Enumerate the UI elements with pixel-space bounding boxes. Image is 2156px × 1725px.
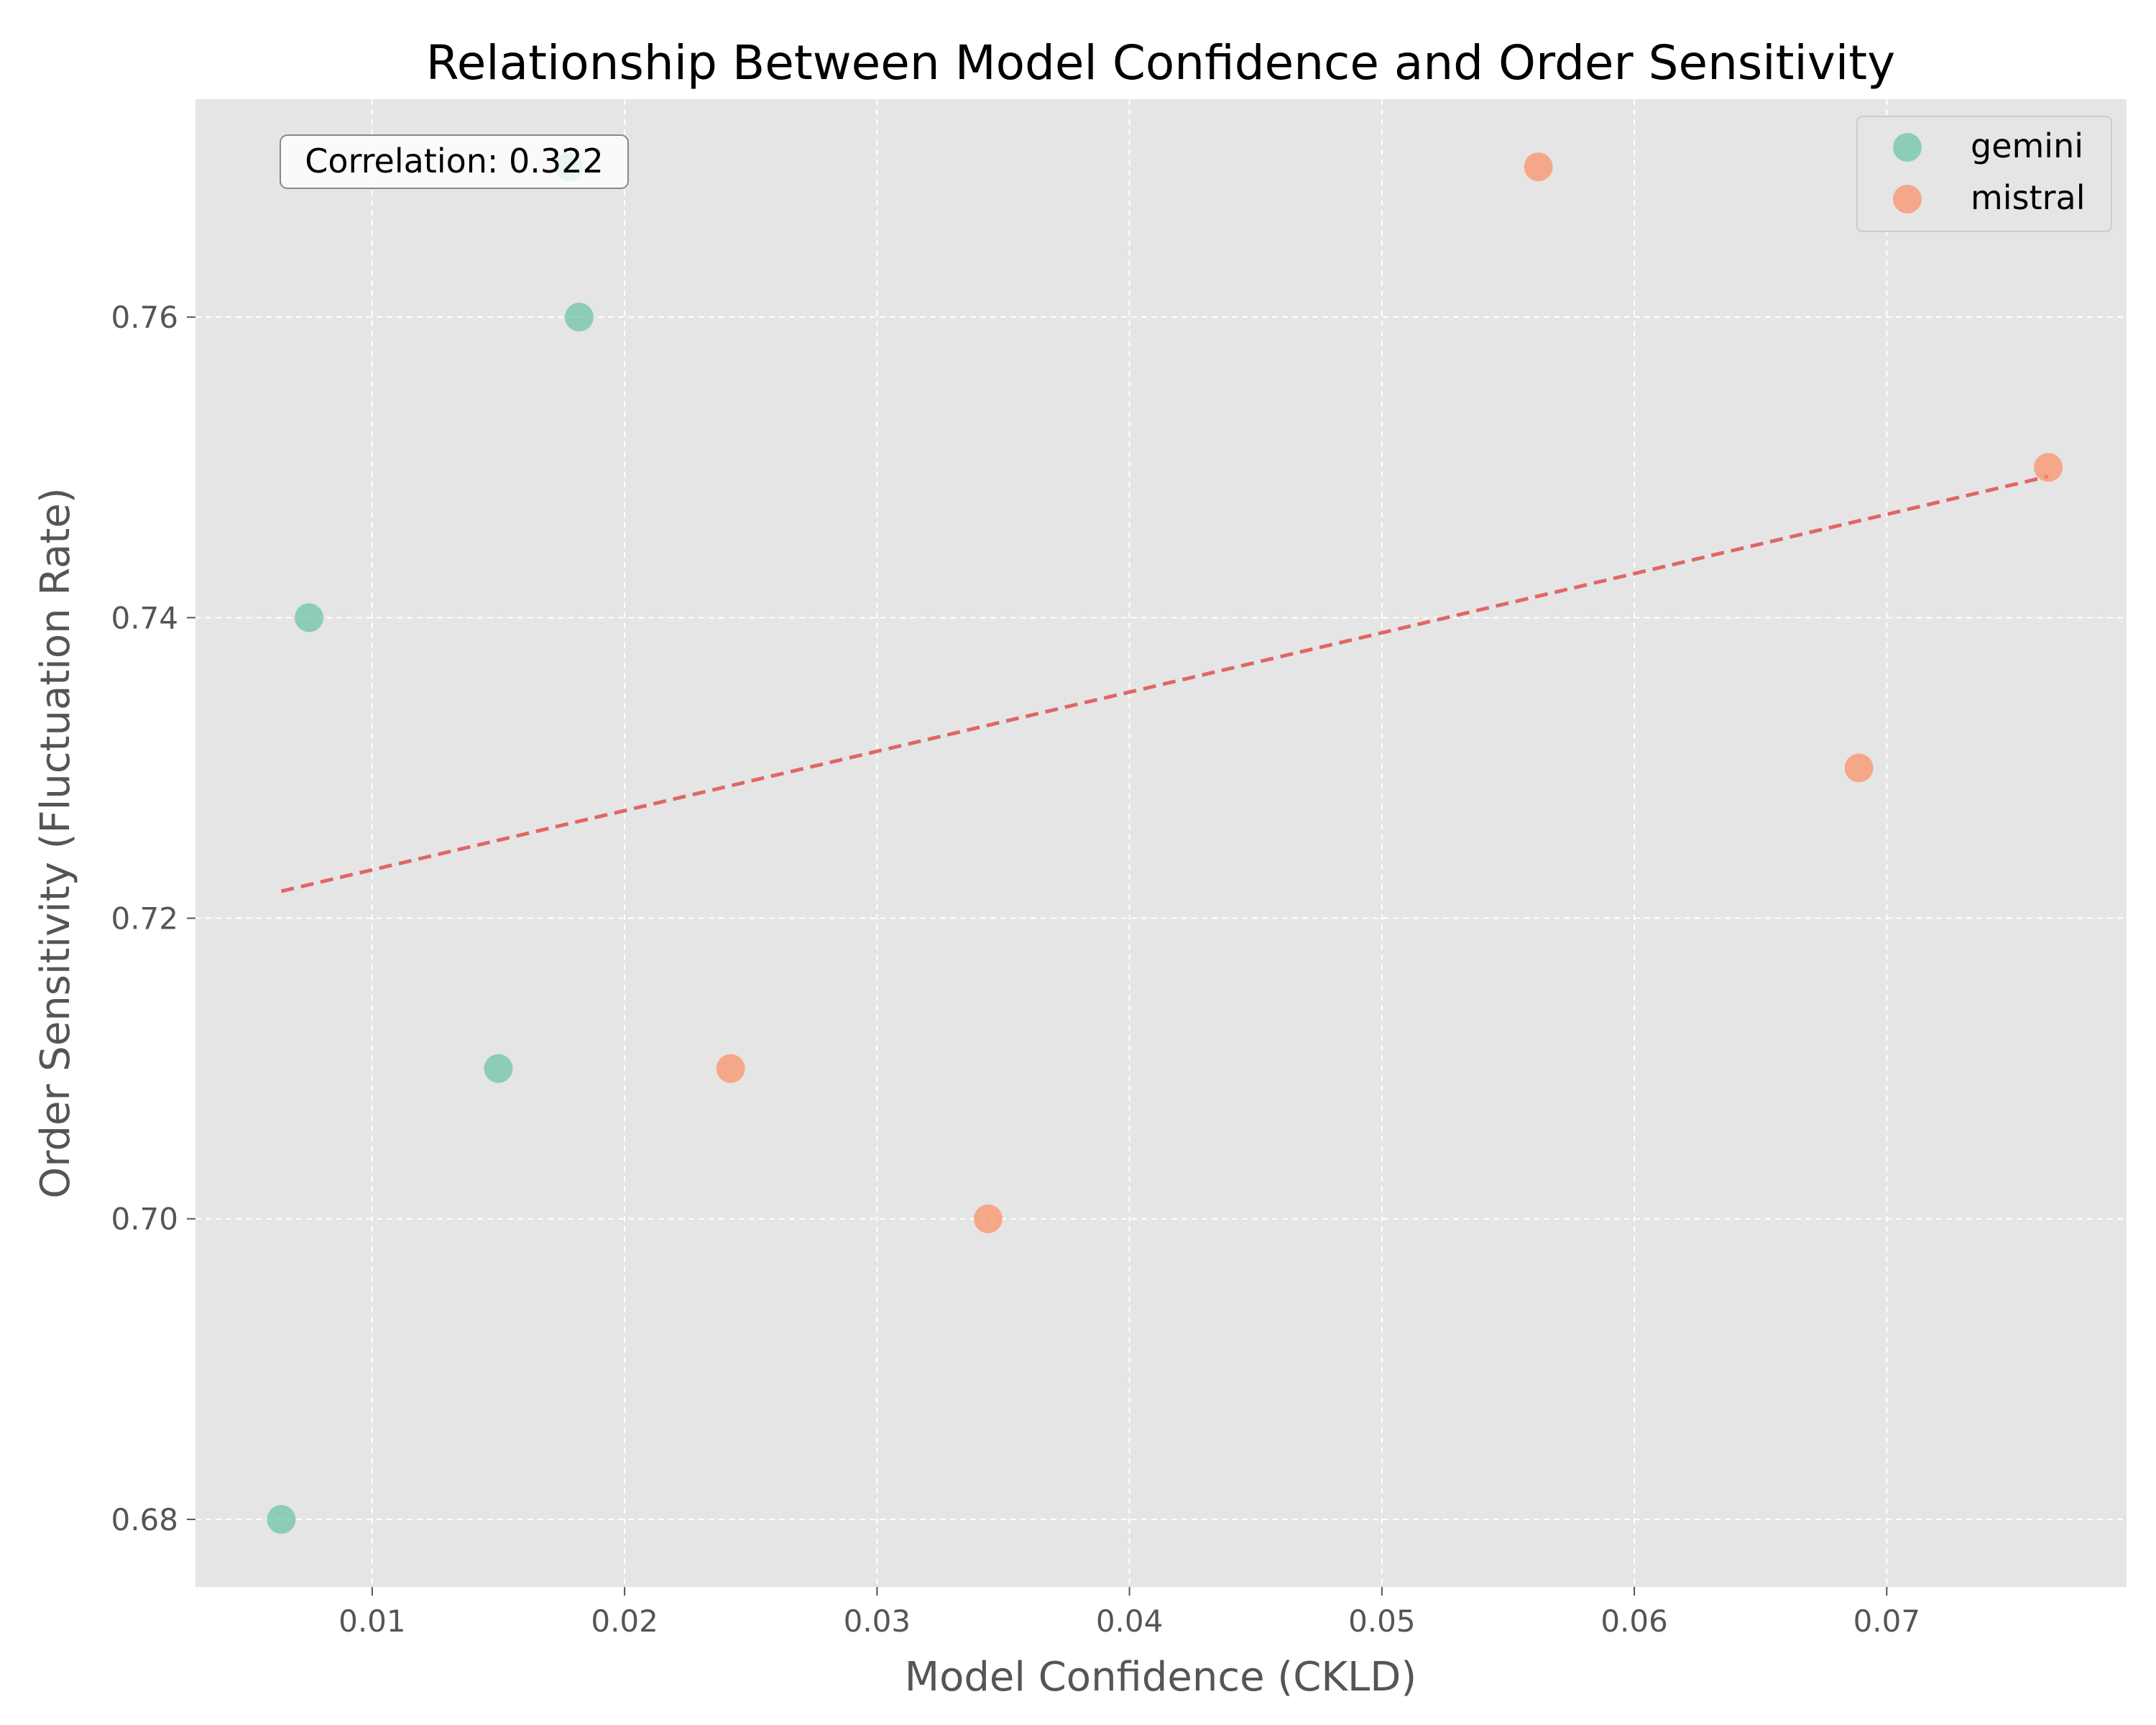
data-point-mistral [1844, 753, 1874, 783]
x-tick-label: 0.02 [591, 1604, 658, 1639]
y-tick-label: 0.72 [111, 901, 178, 937]
trendline [280, 474, 2049, 893]
x-tick-label: 0.06 [1600, 1604, 1668, 1639]
correlation-annotation: Correlation: 0.322 [280, 134, 629, 189]
legend-label-mistral: mistral [1971, 178, 2085, 217]
x-tick-label: 0.03 [844, 1604, 911, 1639]
x-tick-label: 0.05 [1348, 1604, 1416, 1639]
data-point-gemini [295, 603, 324, 632]
data-point-mistral [2034, 453, 2063, 482]
x-tick-label: 0.07 [1853, 1604, 1921, 1639]
y-tick-label: 0.70 [111, 1202, 178, 1237]
y-tick-label: 0.76 [111, 300, 178, 335]
data-point-mistral [1524, 152, 1553, 182]
x-tick-label: 0.04 [1096, 1604, 1164, 1639]
y-axis-ticks: 0.68 0.70 0.72 0.74 0.76 [111, 300, 195, 1537]
y-axis-label: Order Sensitivity (Fluctuation Rate) [32, 487, 79, 1198]
y-tick-label: 0.74 [111, 600, 178, 635]
y-tick-label: 0.68 [111, 1502, 178, 1537]
legend-label-gemini: gemini [1971, 126, 2083, 165]
legend-marker-gemini [1893, 133, 1922, 162]
legend-marker-mistral [1893, 185, 1922, 213]
annotation-box [280, 134, 629, 189]
trendline-layer [280, 474, 2049, 893]
chart-title: Relationship Between Model Confidence an… [426, 35, 1895, 91]
plot-area [195, 99, 2127, 1587]
data-point-gemini [564, 303, 594, 332]
data-point-mistral [973, 1204, 1003, 1233]
legend: gemini mistral [1856, 116, 2112, 232]
x-tick-label: 0.01 [338, 1604, 406, 1639]
x-axis-ticks: 0.01 0.02 0.03 0.04 0.05 0.06 0.07 [338, 1587, 1920, 1639]
data-point-mistral [716, 1054, 745, 1083]
annotation-text: Correlation: 0.322 [305, 142, 603, 180]
x-axis-label: Model Confidence (CKLD) [905, 1654, 1416, 1701]
grid [195, 99, 2127, 1587]
data-point-gemini [484, 1054, 513, 1083]
data-point-gemini [267, 1504, 296, 1534]
